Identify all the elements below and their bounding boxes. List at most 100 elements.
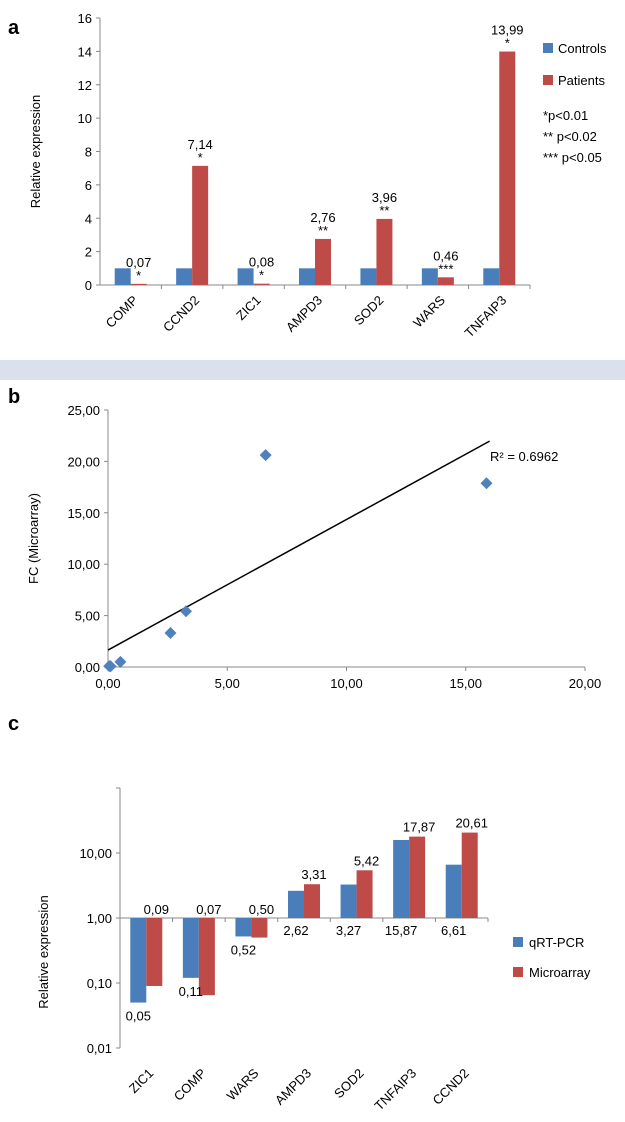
legend-label-patients: Patients xyxy=(558,73,605,88)
data-label-qrt: 0,52 xyxy=(231,942,256,957)
y-tick-label: 16 xyxy=(78,11,92,26)
bar-microarray xyxy=(198,918,215,996)
scatter-chart-b: b 0,00 5,00 10,00 15,00 20,00 25,00 0,00 5,00 10,… xyxy=(8,386,602,718)
y-tick-label: 6 xyxy=(85,178,92,193)
y-tick-label: 8 xyxy=(85,145,92,160)
data-label: 2,76 xyxy=(310,210,335,225)
data-point xyxy=(179,605,192,618)
panel-letter: b xyxy=(8,386,20,408)
y-axis-title: Relative expression xyxy=(36,895,51,1008)
data-label-microarray: 17,87 xyxy=(403,820,436,835)
panel-c-chart: c 0,01 0,10 1,00 10,00 Relative expression 0,0… xyxy=(0,690,625,1117)
bar-controls xyxy=(176,268,193,285)
bar-patients xyxy=(499,51,516,286)
log-bar-chart-c: c 0,01 0,10 1,00 10,00 Relative expression 0,0… xyxy=(8,713,591,1114)
data-label-microarray: 0,50 xyxy=(249,902,274,917)
significance-mark: *** xyxy=(438,261,453,276)
x-tick-label: SOD2 xyxy=(351,293,387,329)
x-tick-label: AMPD3 xyxy=(283,293,325,335)
data-label-qrt: 3,27 xyxy=(336,923,361,938)
data-point xyxy=(259,449,272,462)
panel-separator xyxy=(0,360,625,380)
y-tick-label: 2 xyxy=(85,245,92,260)
data-label-qrt: 0,05 xyxy=(126,1009,151,1024)
x-tick-label: TNFAIP3 xyxy=(462,293,510,341)
data-point xyxy=(104,660,117,673)
y-tick-label: 0,00 xyxy=(75,660,100,675)
bar-controls xyxy=(360,268,377,285)
data-label-microarray: 20,61 xyxy=(455,816,488,831)
x-tick-label: TNFAIP3 xyxy=(371,1066,419,1114)
legend-swatch-microarray xyxy=(513,967,523,977)
data-point xyxy=(164,626,177,639)
r-squared-label: R² = 0.6962 xyxy=(490,449,558,464)
x-tick-label: 20,00 xyxy=(569,676,602,690)
legend-swatch-qrt-pcr xyxy=(513,937,523,947)
data-label-microarray: 3,31 xyxy=(301,867,326,882)
data-label-qrt: 0,11 xyxy=(179,984,203,999)
bar-qrt-pcr xyxy=(235,918,252,937)
bar-patients xyxy=(130,283,147,285)
data-label: 13,99 xyxy=(491,23,524,38)
bar-patients xyxy=(376,218,393,285)
x-tick-label: 5,00 xyxy=(215,676,240,690)
y-tick-label: 5,00 xyxy=(75,609,100,624)
bar-microarray xyxy=(146,918,163,986)
significance-mark: * xyxy=(259,268,264,283)
data-label-microarray: 0,09 xyxy=(144,902,169,917)
data-label: 0,46 xyxy=(433,248,458,263)
trendline xyxy=(107,440,490,651)
data-label: 0,08 xyxy=(249,255,274,270)
legend-swatch-patients xyxy=(543,75,553,85)
data-label: 3,96 xyxy=(372,190,397,205)
x-tick-label: COMP xyxy=(103,293,141,331)
significance-mark: * xyxy=(198,150,203,165)
data-label-qrt: 2,62 xyxy=(283,923,308,938)
y-tick-label: 0 xyxy=(85,278,92,293)
data-label-qrt: 15,87 xyxy=(385,923,418,938)
legend-swatch-controls xyxy=(543,43,553,53)
bar-patients xyxy=(192,165,209,285)
y-tick-label: 12 xyxy=(78,78,92,93)
panel-b-chart: b 0,00 5,00 10,00 15,00 20,00 25,00 0,00 5,00 10,… xyxy=(0,380,625,718)
y-tick-label: 0,10 xyxy=(87,976,112,991)
x-tick-label: 10,00 xyxy=(330,676,363,690)
significance-mark: * xyxy=(136,268,141,283)
panel-letter: c xyxy=(8,713,19,735)
bar-microarray xyxy=(409,836,426,918)
significance-note: ** p<0.02 xyxy=(543,129,597,144)
bar-controls xyxy=(421,268,438,285)
legend-label-microarray: Microarray xyxy=(529,965,591,980)
x-tick-label: SOD2 xyxy=(331,1066,367,1102)
legend-label-controls: Controls xyxy=(558,41,607,56)
x-tick-label: ZIC1 xyxy=(233,293,264,324)
y-tick-label: 14 xyxy=(78,44,92,59)
panel-letter: a xyxy=(8,17,20,39)
y-tick-label: 10,00 xyxy=(67,557,100,572)
x-tick-label: COMP xyxy=(171,1066,209,1104)
data-label-microarray: 0,07 xyxy=(196,902,221,917)
y-axis-title: FC (Microarray) xyxy=(26,493,41,584)
bar-controls xyxy=(237,268,254,285)
y-tick-label: 20,00 xyxy=(67,454,100,469)
significance-note: *** p<0.05 xyxy=(543,150,602,165)
x-tick-label: ZIC1 xyxy=(126,1066,157,1097)
bar-patients xyxy=(437,277,454,285)
y-tick-label: 4 xyxy=(85,211,92,226)
x-tick-label: 0,00 xyxy=(95,676,120,690)
data-label: 0,07 xyxy=(126,255,151,270)
significance-mark: ** xyxy=(318,223,328,238)
y-tick-label: 15,00 xyxy=(67,506,100,521)
data-point xyxy=(114,655,127,668)
legend-label-qrt-pcr: qRT-PCR xyxy=(529,935,584,950)
bar-microarray xyxy=(251,918,268,938)
bar-qrt-pcr xyxy=(393,839,410,918)
x-tick-label: AMPD3 xyxy=(272,1066,314,1108)
x-tick-label: WARS xyxy=(410,292,448,330)
y-tick-label: 0,01 xyxy=(87,1041,112,1056)
y-tick-label: 25,00 xyxy=(67,403,100,418)
y-tick-label: 10 xyxy=(78,111,92,126)
x-tick-label: CCND2 xyxy=(430,1066,472,1108)
bar-qrt-pcr xyxy=(130,918,147,1003)
